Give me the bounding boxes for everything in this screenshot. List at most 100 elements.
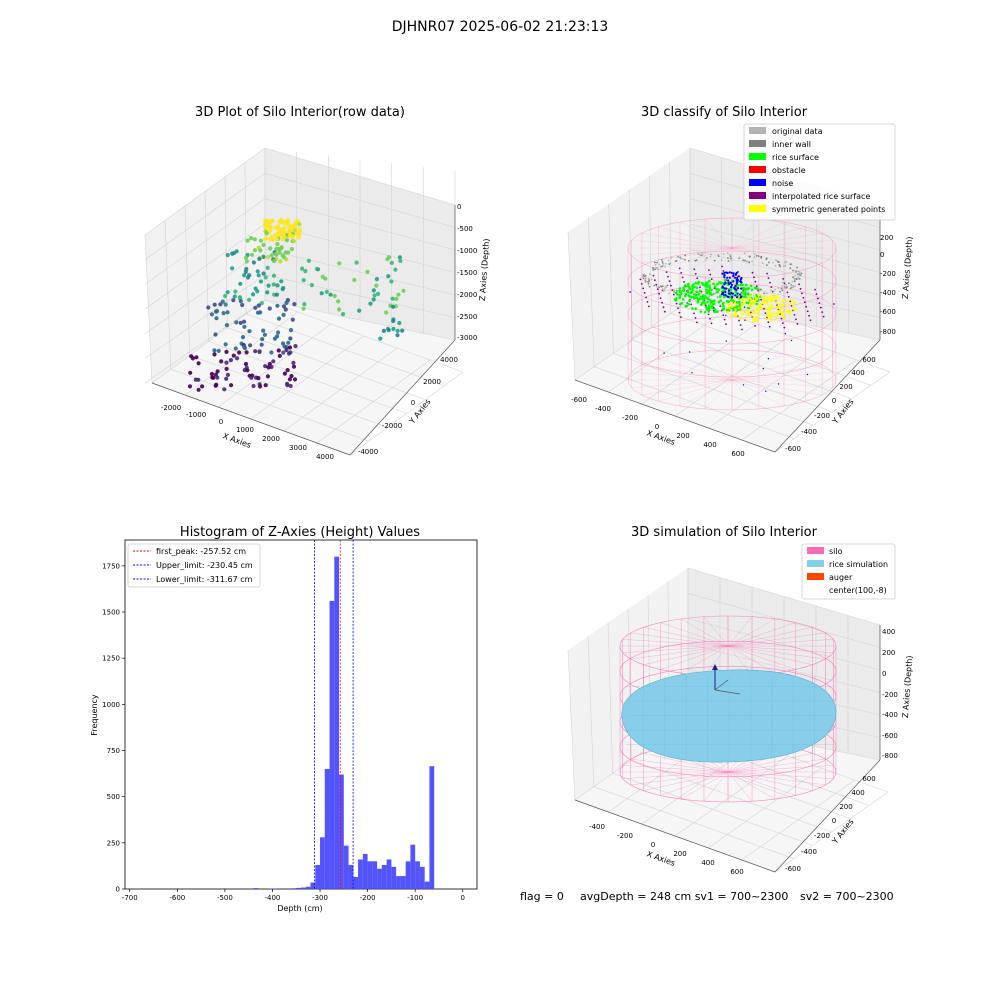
simulation-zlabel: Z Axies (Depth) (901, 655, 914, 718)
classify-wall-point (753, 252, 756, 255)
classify-rice-point (682, 298, 685, 301)
classify-rice-point (682, 286, 685, 290)
histogram-bar (410, 844, 416, 889)
classify-noise-point (728, 283, 731, 286)
raw-data-point (266, 365, 271, 370)
classify-silo-spoke (658, 226, 733, 249)
raw-3d-axes (144, 147, 464, 456)
raw-data-point (289, 247, 294, 252)
classify-wall-point (761, 262, 764, 264)
classify-noise-point (725, 340, 727, 342)
classify-wall-point (710, 253, 712, 256)
classify-symmetric-point (770, 304, 773, 307)
classify-noise-point (736, 292, 739, 295)
classify-interpolated-point (640, 283, 643, 285)
raw-data-point (233, 289, 238, 294)
classify-rice-point (701, 297, 705, 300)
classify-symmetric-point (784, 304, 788, 307)
classify-symmetric-point (775, 311, 778, 314)
raw-data-point (261, 242, 266, 248)
raw-grid (349, 371, 464, 456)
raw-data-point (250, 252, 255, 257)
classify-zlabel: Z Axies (Depth) (901, 236, 914, 299)
raw-data-point (290, 317, 295, 322)
classify-symmetric-point (777, 312, 780, 316)
classify-symmetric-point (737, 296, 740, 299)
classify-interpolated-point (643, 292, 646, 294)
classify-interpolated-point (662, 306, 665, 309)
raw-data-point (255, 310, 261, 315)
raw-z-tick: -2000 (457, 291, 477, 299)
raw-data-point (271, 359, 276, 364)
classify-interpolated-point (710, 278, 713, 280)
classify-wall-point (777, 287, 780, 290)
raw-data-point (213, 332, 218, 337)
classify-interpolated-point (675, 302, 678, 305)
classify-symmetric-point (728, 304, 731, 307)
raw-data-point (245, 238, 250, 243)
classify-interpolated-point (783, 282, 786, 285)
raw-data-point (215, 369, 220, 374)
classify-noise-point (730, 286, 733, 289)
simulation-silo-spoke (660, 771, 729, 796)
simulation-silo-spoke (630, 758, 729, 773)
raw-data-point (245, 275, 251, 280)
raw-data-point (378, 336, 383, 341)
raw-data-point (280, 287, 285, 292)
classify-noise-point (722, 286, 725, 289)
raw-data-point (266, 254, 271, 260)
raw-data-point (251, 292, 256, 297)
raw-data-point (284, 257, 289, 262)
raw-data-point (240, 302, 245, 308)
classify-interpolated-point (796, 323, 799, 325)
classify-interpolated-point (648, 305, 650, 308)
raw-data-point (251, 260, 256, 265)
classify-wall-point (796, 266, 798, 269)
classify-rice-point (744, 283, 748, 287)
classify-interpolated-point (749, 311, 752, 314)
classify-interpolated-point (654, 279, 656, 282)
classify-silo-spoke (731, 240, 833, 249)
classify-interpolated-point (760, 298, 762, 301)
classify-wall-point (790, 283, 793, 286)
simulation-silo-spoke (622, 639, 729, 647)
raw-data-point (265, 374, 270, 379)
classify-interpolated-point (678, 311, 681, 314)
classify-wall-point (647, 282, 650, 285)
panel-histogram: Histogram of Z-Axies (Height) Values -70… (90, 525, 478, 913)
classify-silo-spoke (704, 379, 733, 410)
classify-noise-point (725, 271, 728, 274)
classify-symmetric-point (792, 308, 796, 311)
classify-wall-point (684, 258, 686, 261)
raw-data-point (286, 250, 291, 255)
raw-data-point (256, 273, 261, 278)
raw-data-point (352, 277, 357, 283)
raw-data-point (292, 302, 297, 307)
classify-symmetric-point (749, 314, 752, 317)
raw-data-point (259, 301, 264, 306)
classify-rice-point (709, 301, 713, 304)
classify-interpolated-point (802, 296, 805, 299)
classify-wall-point (784, 287, 787, 290)
classify-wall-point (727, 257, 729, 259)
raw-data-point (194, 355, 199, 360)
classify-y-tick: -600 (785, 445, 801, 453)
raw-data-point (357, 308, 362, 313)
raw-data-point (328, 292, 333, 297)
classify-rice-point (694, 293, 698, 297)
classify-wall-point (676, 289, 678, 292)
classify-wall-point (680, 257, 682, 260)
classify-wall-point (674, 260, 677, 263)
classify-interpolated-point (652, 274, 655, 277)
classify-interpolated-point (680, 272, 683, 274)
classify-noise-point (735, 282, 738, 285)
classify-rice-point (711, 304, 714, 308)
classify-noise-point (689, 351, 691, 353)
simulation-silo-spoke (630, 771, 729, 786)
histogram-bar (391, 866, 397, 889)
classify-rice-point (682, 288, 686, 292)
raw-data-point (258, 279, 264, 284)
raw-data-point (242, 324, 247, 329)
histogram-bar (296, 887, 301, 889)
classify-wall-point (714, 291, 717, 294)
